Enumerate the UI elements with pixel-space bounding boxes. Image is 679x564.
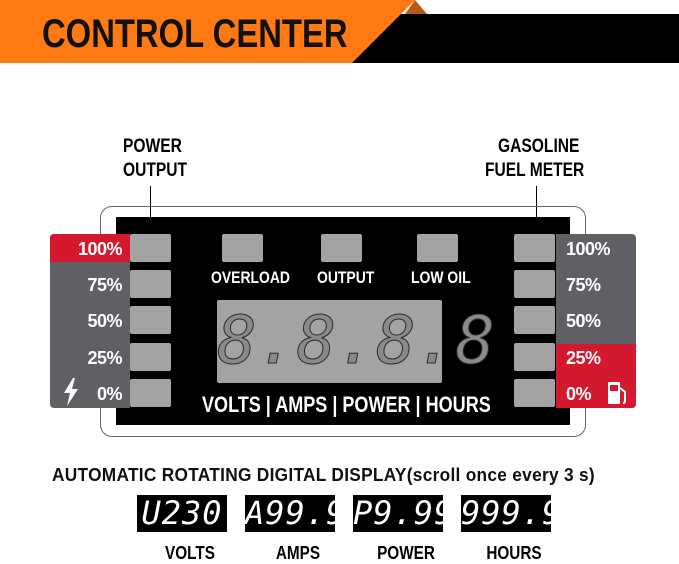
display-segments: 8.8.8.8 bbox=[217, 302, 496, 379]
power-led-100 bbox=[130, 234, 171, 262]
power-level-100: 100% bbox=[77, 239, 123, 259]
power-led-25 bbox=[130, 343, 171, 371]
amps-caption: AMPS bbox=[275, 543, 321, 563]
low-oil-label: LOW OIL bbox=[411, 268, 471, 287]
output-label: OUTPUT bbox=[317, 268, 375, 287]
power-output-label: POWER OUTPUT bbox=[123, 136, 188, 181]
power-led-0 bbox=[130, 379, 171, 407]
power-led-75 bbox=[130, 270, 171, 298]
rotating-display-title: AUTOMATIC ROTATING DIGITAL DISPLAY(scrol… bbox=[52, 465, 595, 485]
power-led-50 bbox=[130, 306, 171, 334]
fuel-level-50: 50% bbox=[566, 311, 601, 331]
overload-label: OVERLOAD bbox=[211, 268, 291, 287]
fuel-active-highlight bbox=[556, 344, 636, 408]
power-level-75: 75% bbox=[87, 275, 122, 295]
amps-display: A99.9 bbox=[245, 494, 347, 532]
fuel-meter-label: GASOLINE FUEL METER bbox=[485, 136, 585, 181]
fuel-led-75 bbox=[514, 270, 555, 298]
fuel-level-75: 75% bbox=[566, 275, 601, 295]
fuel-led-25 bbox=[514, 343, 555, 371]
display-modes-label: VOLTS | AMPS | POWER | HOURS bbox=[202, 392, 491, 417]
fuel-level-25: 25% bbox=[566, 348, 601, 368]
volts-display: U230 bbox=[137, 495, 227, 532]
hours-caption: HOURS bbox=[486, 543, 542, 563]
output-led bbox=[321, 234, 362, 262]
fuel-led-50 bbox=[514, 306, 555, 334]
pointer-line bbox=[536, 186, 537, 234]
fuel-led-0 bbox=[514, 379, 555, 407]
lightning-icon bbox=[64, 378, 78, 406]
fuel-level-100: 100% bbox=[566, 239, 611, 259]
overload-led bbox=[222, 234, 263, 262]
power-caption: POWER bbox=[377, 543, 435, 563]
fuel-level-0: 0% bbox=[566, 384, 592, 404]
volts-caption: VOLTS bbox=[165, 543, 215, 563]
power-level-scale bbox=[50, 234, 130, 408]
hours-display: 999.9 bbox=[461, 494, 563, 532]
fuel-pump-icon bbox=[608, 382, 626, 404]
fuel-led-100 bbox=[514, 234, 555, 262]
power-active-highlight bbox=[50, 234, 130, 262]
low-oil-led bbox=[417, 234, 458, 262]
power-level-0: 0% bbox=[96, 384, 123, 404]
power-level-50: 50% bbox=[87, 311, 122, 331]
header-banner bbox=[0, 0, 679, 63]
main-digital-display bbox=[217, 300, 442, 383]
power-level-25: 25% bbox=[87, 348, 122, 368]
pointer-line bbox=[150, 186, 151, 234]
page-title: CONTROL CENTER bbox=[42, 12, 348, 56]
power-display: P9.99 bbox=[353, 494, 455, 532]
